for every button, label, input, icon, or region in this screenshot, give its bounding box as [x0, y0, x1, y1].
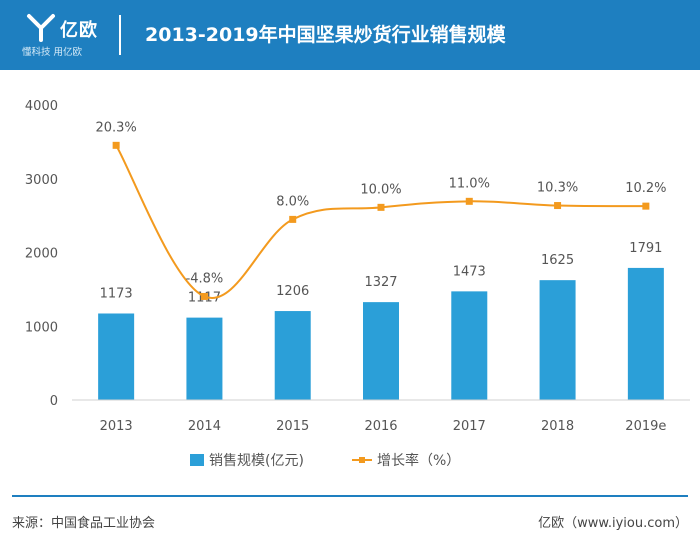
page-title: 2013-2019年中国坚果炒货行业销售规模: [145, 24, 506, 46]
x-tick-label: 2017: [453, 419, 486, 434]
growth-point-2017: [465, 197, 473, 205]
growth-point-2014: [200, 292, 208, 300]
credit-link[interactable]: 亿欧（www.iyiou.com）: [538, 516, 688, 531]
bar-value-label: 1206: [276, 284, 309, 299]
bar-2013: [98, 313, 135, 400]
logo-y-icon: [27, 14, 55, 42]
growth-value-label: 10.2%: [625, 181, 666, 196]
y-tick-label: 4000: [25, 99, 58, 114]
y-tick-label: 3000: [25, 173, 58, 188]
growth-value-label: 8.0%: [276, 194, 309, 209]
y-axis: 0 1000 2000 3000 4000: [25, 99, 58, 409]
bar-series: [98, 267, 664, 400]
growth-point-2018: [554, 202, 562, 210]
bar-value-label: 1327: [364, 275, 397, 290]
x-tick-label: 2014: [188, 419, 221, 434]
y-tick-label: 0: [50, 394, 58, 409]
x-tick-label: 2013: [100, 419, 133, 434]
bar-labels: 1173111712061327147316251791: [100, 241, 663, 306]
growth-point-2016: [377, 203, 385, 211]
growth-point-2019e: [642, 202, 650, 210]
bar-2017: [451, 291, 488, 400]
y-tick-label: 2000: [25, 247, 58, 262]
bar-2018: [539, 280, 576, 400]
legend-line-label: 增长率（%）: [377, 452, 460, 469]
bar-2015: [274, 311, 311, 400]
header-divider: [119, 15, 121, 55]
bar-2016: [363, 302, 399, 400]
growth-value-label: -4.8%: [186, 271, 224, 286]
legend-bar-swatch: [190, 454, 204, 466]
bar-2019e: [627, 267, 664, 400]
growth-point-2015: [289, 215, 297, 223]
source-note: 来源：中国食品工业协会: [12, 516, 156, 531]
logo-tagline: 懂科技 用亿欧: [22, 47, 83, 58]
footer-divider: [12, 495, 688, 497]
bar-2014: [186, 317, 223, 400]
growth-value-label: 10.3%: [537, 181, 578, 196]
x-axis: 2013 2014 2015 2016 2017 2018 2019e: [72, 399, 690, 434]
x-tick-label: 2019e: [625, 419, 666, 434]
logo-name: 亿欧: [60, 20, 98, 41]
bar-value-label: 1473: [453, 264, 486, 279]
growth-value-label: 10.0%: [360, 182, 401, 197]
growth-line-series: [112, 141, 650, 300]
header-banner: 亿欧 懂科技 用亿欧 2013-2019年中国坚果炒货行业销售规模: [0, 0, 700, 70]
legend: 销售规模(亿元) 增长率（%）: [190, 452, 460, 469]
y-tick-label: 1000: [25, 320, 58, 335]
legend-bar-label: 销售规模(亿元): [209, 453, 304, 469]
x-tick-label: 2016: [364, 419, 397, 434]
bar-value-label: 1625: [541, 253, 574, 268]
growth-value-label: 11.0%: [449, 176, 490, 191]
brand-logo[interactable]: 亿欧 懂科技 用亿欧: [22, 8, 108, 62]
growth-labels: 20.3% -4.8% 8.0% 10.0% 11.0% 10.3% 10.2%: [95, 120, 666, 286]
x-tick-label: 2018: [541, 419, 574, 434]
legend-line-marker: [359, 457, 365, 463]
bar-value-label: 1173: [100, 286, 133, 301]
x-tick-label: 2015: [276, 419, 309, 434]
bar-value-label: 1791: [629, 241, 662, 256]
growth-point-2013: [112, 141, 120, 149]
growth-value-label: 20.3%: [95, 120, 136, 135]
